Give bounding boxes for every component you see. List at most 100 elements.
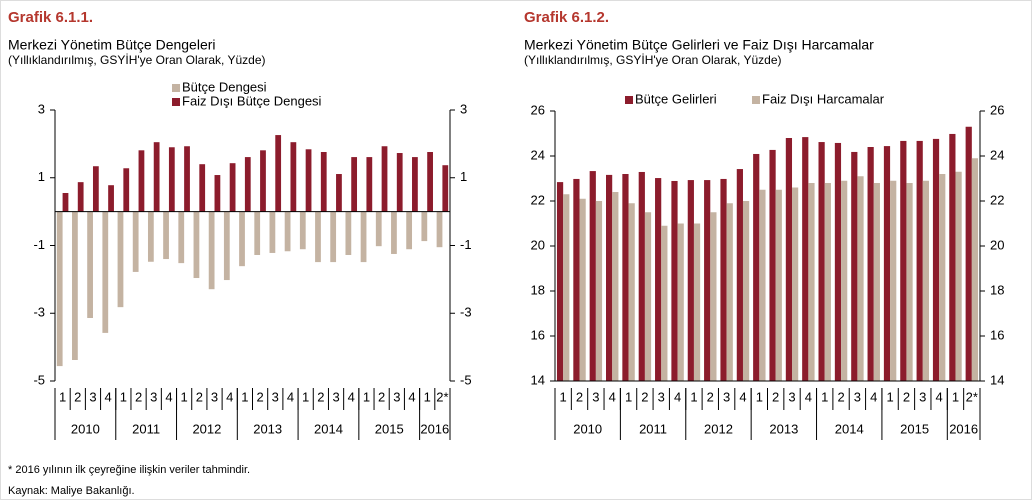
bar [193, 211, 200, 279]
bar [573, 178, 580, 381]
x-tick-label: 2 [641, 389, 648, 404]
bar [949, 133, 956, 381]
x-tick-label: 3 [854, 389, 861, 404]
bar [655, 178, 662, 381]
y-tick-label: 22 [990, 192, 1004, 207]
bar [589, 171, 596, 381]
legend-label: Bütçe Gelirleri [635, 91, 717, 106]
legend-swatch [752, 96, 760, 104]
year-label: 2016 [949, 421, 978, 436]
y-tick-label: 16 [990, 327, 1004, 342]
bar [677, 223, 684, 381]
x-tick-label: 2 [135, 389, 142, 404]
legend-swatch [172, 84, 180, 92]
x-tick-label: 1 [120, 389, 127, 404]
x-tick-label: 3 [211, 389, 218, 404]
bar [867, 147, 874, 381]
bar [720, 178, 727, 381]
y-tick-label: 20 [990, 237, 1004, 252]
bar [381, 146, 388, 212]
bar [184, 146, 190, 212]
bar [606, 174, 613, 381]
x-tick-label: 4 [609, 389, 616, 404]
bar [736, 169, 743, 381]
bar [851, 151, 858, 381]
y-tick-label: -1 [460, 237, 472, 252]
bar [77, 182, 84, 212]
x-tick-label: 2 [378, 389, 385, 404]
bar [163, 211, 169, 260]
year-label: 2013 [769, 421, 798, 436]
y-tick-label: 18 [531, 282, 545, 297]
x-tick-label: 2 [576, 389, 583, 404]
bar [299, 211, 306, 250]
bar [72, 211, 78, 360]
x-tick-label: 1 [952, 389, 959, 404]
x-tick-label: 3 [723, 389, 730, 404]
bar [785, 138, 793, 381]
bar [123, 168, 130, 212]
bar [704, 180, 711, 381]
y-tick-label: 24 [990, 147, 1004, 162]
bar [442, 165, 449, 212]
year-label: 2010 [573, 421, 602, 436]
bar [883, 146, 891, 381]
year-label: 2015 [375, 421, 404, 436]
year-label: 2015 [900, 421, 929, 436]
footnote: * 2016 yılının ilk çeyreğine ilişkin ver… [8, 464, 250, 476]
bar [955, 171, 962, 381]
chart-subtitle: Merkezi Yönetim Bütçe Dengeleri [8, 37, 216, 53]
legend-label: Faiz Dışı Bütçe Dengesi [182, 93, 322, 108]
bar [315, 211, 321, 263]
x-tick-label: 3 [332, 389, 339, 404]
x-tick-label: 1 [560, 389, 567, 404]
x-tick-label: 2 [772, 389, 779, 404]
y-tick-label: 22 [531, 192, 545, 207]
bar [922, 180, 929, 381]
x-tick-label: 4 [348, 389, 355, 404]
bar [906, 183, 913, 381]
x-tick-label: 3 [393, 389, 400, 404]
bar [290, 142, 297, 212]
bar [229, 163, 236, 212]
bar [436, 211, 443, 248]
y-tick-label: 26 [990, 102, 1004, 117]
bar [147, 211, 154, 262]
x-tick-label: 2 [317, 389, 324, 404]
x-tick-label: 4 [936, 389, 943, 404]
y-tick-label: 3 [460, 101, 467, 116]
bar [693, 223, 701, 381]
chart-title: Grafik 6.1.2. [524, 9, 609, 26]
bar [775, 189, 782, 381]
x-tick-label: 1 [625, 389, 632, 404]
x-tick-label: 4 [408, 389, 415, 404]
year-label: 2014 [835, 421, 864, 436]
year-label: 2016 [420, 421, 449, 436]
x-tick-label: 1 [821, 389, 828, 404]
bar [62, 192, 69, 212]
x-tick-label: 3 [89, 389, 96, 404]
bar [396, 153, 403, 212]
bar [375, 211, 382, 247]
bar [132, 211, 139, 272]
y-tick-label: -3 [33, 305, 45, 320]
bar [939, 174, 946, 381]
x-tick-label: 4 [226, 389, 233, 404]
bar [421, 211, 428, 242]
bar [710, 212, 717, 381]
bar [260, 150, 266, 212]
bar [687, 180, 694, 381]
bar [305, 149, 312, 212]
x-tick-label: 4 [287, 389, 294, 404]
y-tick-label: 26 [531, 102, 545, 117]
x-tick-label: 1 [181, 389, 188, 404]
year-label: 2011 [132, 421, 160, 436]
bar [792, 187, 799, 381]
bar [769, 149, 776, 381]
x-tick-label: 2 [74, 389, 81, 404]
x-tick-label: 4 [105, 389, 112, 404]
bar [406, 211, 413, 250]
bar [563, 194, 570, 381]
y-tick-label: 1 [460, 169, 467, 184]
